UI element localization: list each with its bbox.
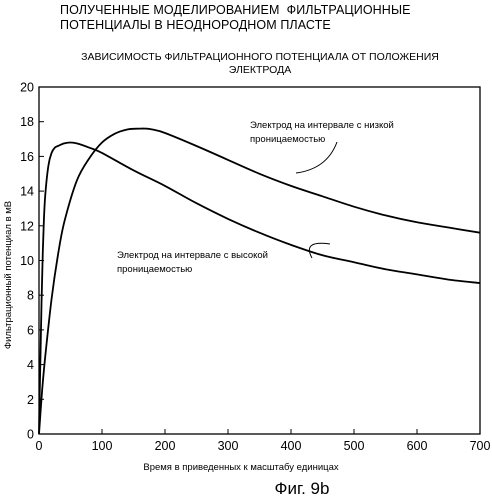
series-2-annotation-line-2: проницаемостью [117, 264, 192, 275]
y-tick-label-6: 12 [20, 219, 34, 233]
y-tick-label-9: 18 [20, 115, 34, 129]
y-tick-label-7: 14 [20, 185, 34, 199]
series-line-1 [39, 129, 480, 434]
x-tick-label-1: 100 [92, 439, 113, 453]
y-tick-label-5: 10 [20, 254, 34, 268]
y-tick-label-8: 16 [20, 150, 34, 164]
x-tick-label-2: 200 [155, 439, 176, 453]
x-tick-label-7: 700 [470, 439, 491, 453]
x-axis-label: Время в приведенных к масштабу единицах [143, 462, 339, 473]
x-tick-label-0: 0 [36, 439, 43, 453]
y-tick-label-4: 8 [27, 289, 34, 303]
y-tick-label-3: 6 [27, 323, 34, 337]
series-lines [39, 129, 480, 434]
x-tick-label-3: 300 [218, 439, 239, 453]
series-1-annotation-line-1: Электрод на интервале с низкой [250, 120, 394, 131]
figure-label: Фиг. 9b [275, 479, 330, 498]
series-1-annotation-line-2: проницаемостью [250, 134, 325, 145]
x-tick-label-4: 400 [281, 439, 302, 453]
x-tick-labels: 0 100 200 300 400 500 600 700 [36, 439, 491, 453]
series-2-annotation-line-1: Электрод на интервале с высокой [117, 250, 268, 261]
annotations: Электрод на интервале с низкой проницаемо… [117, 120, 394, 275]
series-1-leader-line [296, 142, 337, 173]
x-tick-label-6: 600 [407, 439, 428, 453]
series-line-2 [39, 143, 480, 435]
y-tick-label-0: 0 [27, 428, 34, 442]
y-tick-label-10: 20 [20, 81, 34, 95]
y-tick-labels: 0 2 4 6 8 10 12 14 16 18 20 [20, 81, 34, 442]
x-tick-label-5: 500 [344, 439, 365, 453]
y-tick-label-2: 4 [27, 358, 34, 372]
y-axis-label: Фильтрационный потенциал в мВ [3, 201, 14, 349]
y-tick-label-1: 2 [27, 393, 34, 407]
